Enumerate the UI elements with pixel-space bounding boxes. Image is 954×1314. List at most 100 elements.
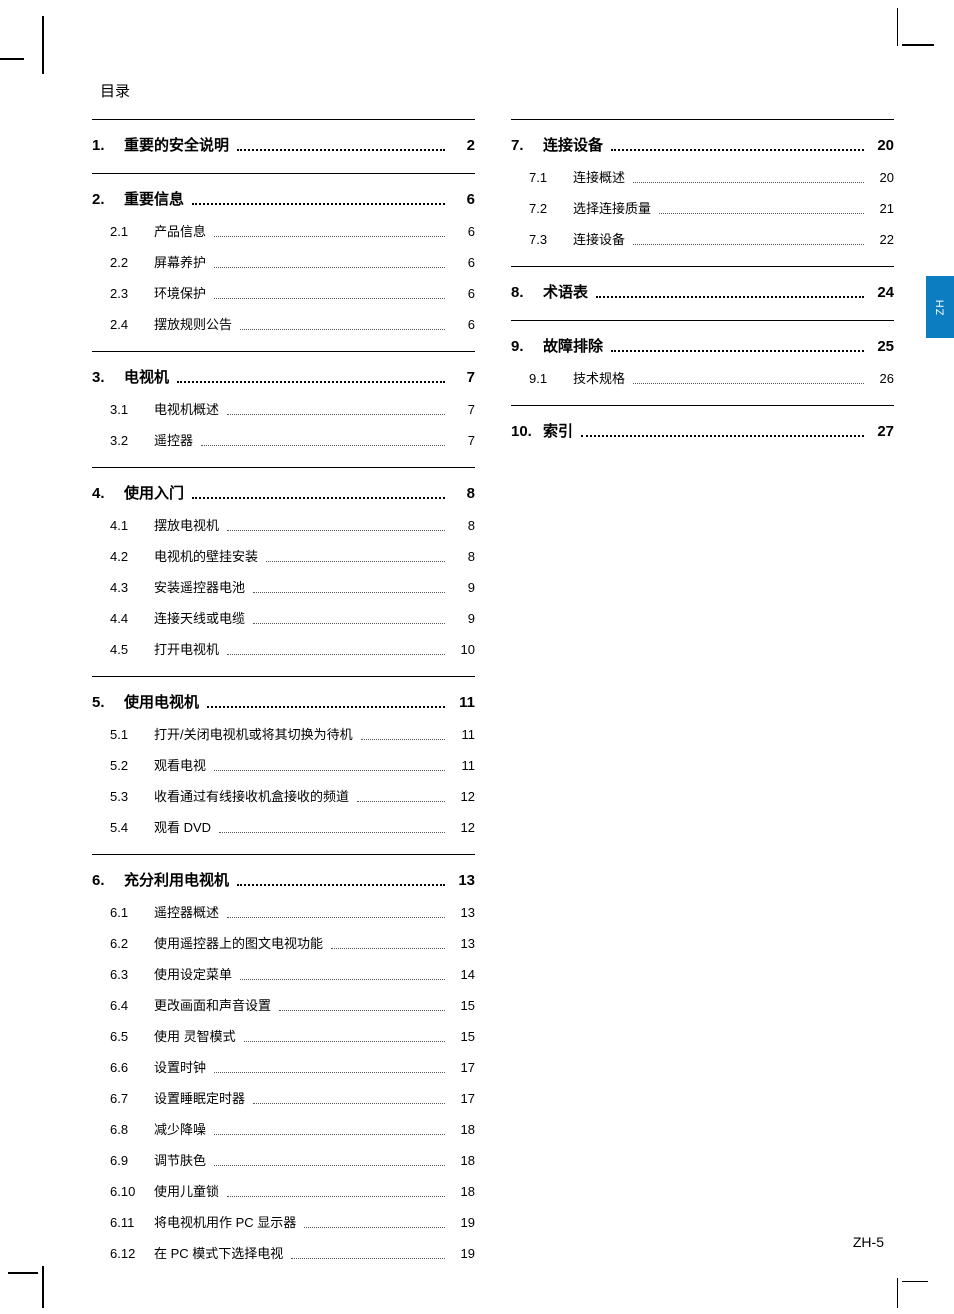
toc-leader-dots [611, 149, 864, 151]
language-tab: ZH [926, 276, 954, 338]
toc-sub-number: 2.3 [110, 286, 150, 301]
toc-section-title: 重要的安全说明 [124, 134, 229, 155]
toc-sub-number: 6.2 [110, 936, 150, 951]
toc-sub-page: 15 [453, 998, 475, 1013]
toc-sub-page: 12 [453, 820, 475, 835]
toc-sub-title: 调节肤色 [154, 1150, 206, 1169]
toc-sub-page: 22 [872, 232, 894, 247]
toc-sub-page: 9 [453, 580, 475, 595]
toc-title: 目录 [100, 80, 894, 101]
toc-section: 10.索引27 [511, 405, 894, 459]
toc-section: 9.故障排除259.1技术规格26 [511, 320, 894, 405]
toc-leader-dots [192, 497, 445, 499]
toc-section: 6.充分利用电视机136.1遥控器概述136.2使用遥控器上的图文电视功能136… [92, 854, 475, 1280]
toc-section-head: 8.术语表24 [511, 281, 894, 302]
crop-mark [42, 1266, 44, 1308]
toc-section: 1.重要的安全说明2 [92, 119, 475, 173]
toc-section: 7.连接设备207.1连接概述207.2选择连接质量217.3连接设备22 [511, 119, 894, 266]
toc-sub-page: 6 [453, 255, 475, 270]
toc-section: 5.使用电视机115.1打开/关闭电视机或将其切换为待机115.2观看电视115… [92, 676, 475, 854]
toc-sub-number: 3.2 [110, 433, 150, 448]
toc-leader-dots [227, 917, 445, 918]
toc-section-page: 11 [453, 694, 475, 711]
toc-sub-page: 9 [453, 611, 475, 626]
toc-leader-dots [611, 350, 864, 352]
toc-section-title: 术语表 [543, 281, 588, 302]
toc-sub-title: 使用 灵智模式 [154, 1026, 236, 1045]
toc-leader-dots [279, 1010, 445, 1011]
toc-section-number: 6. [92, 872, 120, 889]
toc-sub-title: 遥控器 [154, 430, 193, 449]
toc-sub-page: 11 [453, 758, 475, 773]
toc-section-title: 充分利用电视机 [124, 869, 229, 890]
toc-sub-number: 2.4 [110, 317, 150, 332]
toc-leader-dots [266, 561, 445, 562]
language-tab-label: ZH [934, 299, 946, 316]
toc-sub-page: 17 [453, 1091, 475, 1106]
toc-leader-dots [240, 979, 445, 980]
toc-sub-number: 5.2 [110, 758, 150, 773]
toc-leader-dots [227, 530, 445, 531]
toc-section-title: 使用电视机 [124, 691, 199, 712]
toc-section-number: 10. [511, 423, 539, 440]
toc-section-head: 4.使用入门8 [92, 482, 475, 503]
toc-subitem: 5.3收看通过有线接收机盒接收的频道12 [92, 786, 475, 805]
toc-section-number: 4. [92, 485, 120, 502]
toc-sub-title: 观看电视 [154, 755, 206, 774]
toc-subitem: 2.4摆放规则公告6 [92, 314, 475, 333]
toc-leader-dots [219, 832, 445, 833]
toc-subitem: 6.11将电视机用作 PC 显示器19 [92, 1212, 475, 1231]
toc-subitem: 6.7设置睡眠定时器17 [92, 1088, 475, 1107]
toc-sub-title: 摆放电视机 [154, 515, 219, 534]
toc-subitem: 6.9调节肤色18 [92, 1150, 475, 1169]
toc-sub-page: 13 [453, 936, 475, 951]
toc-sub-page: 13 [453, 905, 475, 920]
toc-section-page: 2 [453, 137, 475, 154]
toc-sub-title: 安装遥控器电池 [154, 577, 245, 596]
toc-sub-title: 连接概述 [573, 167, 625, 186]
toc-sub-number: 6.11 [110, 1215, 150, 1230]
toc-sub-number: 6.1 [110, 905, 150, 920]
toc-sub-number: 6.9 [110, 1153, 150, 1168]
toc-columns: 1.重要的安全说明22.重要信息62.1产品信息62.2屏幕养护62.3环境保护… [92, 119, 894, 1280]
toc-sub-number: 6.5 [110, 1029, 150, 1044]
toc-section-head: 2.重要信息6 [92, 188, 475, 209]
toc-subitem: 4.5打开电视机10 [92, 639, 475, 658]
toc-subitem: 6.5使用 灵智模式15 [92, 1026, 475, 1045]
toc-section-page: 24 [872, 284, 894, 301]
toc-sub-page: 12 [453, 789, 475, 804]
toc-sub-title: 将电视机用作 PC 显示器 [154, 1212, 296, 1231]
toc-leader-dots [214, 298, 445, 299]
toc-section-number: 2. [92, 191, 120, 208]
toc-leader-dots [201, 445, 445, 446]
toc-sub-page: 19 [453, 1246, 475, 1261]
toc-section-title: 电视机 [124, 366, 169, 387]
toc-sub-number: 4.2 [110, 549, 150, 564]
toc-sub-title: 技术规格 [573, 368, 625, 387]
toc-leader-dots [214, 1134, 445, 1135]
toc-sub-title: 遥控器概述 [154, 902, 219, 921]
toc-section-number: 7. [511, 137, 539, 154]
toc-subitem: 3.1电视机概述7 [92, 399, 475, 418]
toc-section-page: 25 [872, 338, 894, 355]
toc-sub-title: 产品信息 [154, 221, 206, 240]
toc-sub-page: 7 [453, 402, 475, 417]
toc-sub-number: 6.10 [110, 1184, 150, 1199]
page-footer: ZH-5 [853, 1234, 884, 1250]
toc-leader-dots [214, 1072, 445, 1073]
crop-mark [902, 1281, 928, 1283]
toc-section-title: 使用入门 [124, 482, 184, 503]
toc-sub-page: 7 [453, 433, 475, 448]
toc-subitem: 3.2 遥控器 7 [92, 430, 475, 449]
toc-sub-title: 连接天线或电缆 [154, 608, 245, 627]
toc-sub-page: 14 [453, 967, 475, 982]
toc-section: 4.使用入门84.1摆放电视机84.2电视机的壁挂安装84.3安装遥控器电池94… [92, 467, 475, 676]
toc-leader-dots [361, 739, 445, 740]
toc-sub-page: 21 [872, 201, 894, 216]
toc-subitem: 6.12在 PC 模式下选择电视19 [92, 1243, 475, 1262]
toc-leader-dots [244, 1041, 445, 1042]
toc-subitem: 5.2 观看电视 11 [92, 755, 475, 774]
toc-sub-title: 打开电视机 [154, 639, 219, 658]
toc-sub-page: 10 [453, 642, 475, 657]
toc-section-page: 13 [453, 872, 475, 889]
